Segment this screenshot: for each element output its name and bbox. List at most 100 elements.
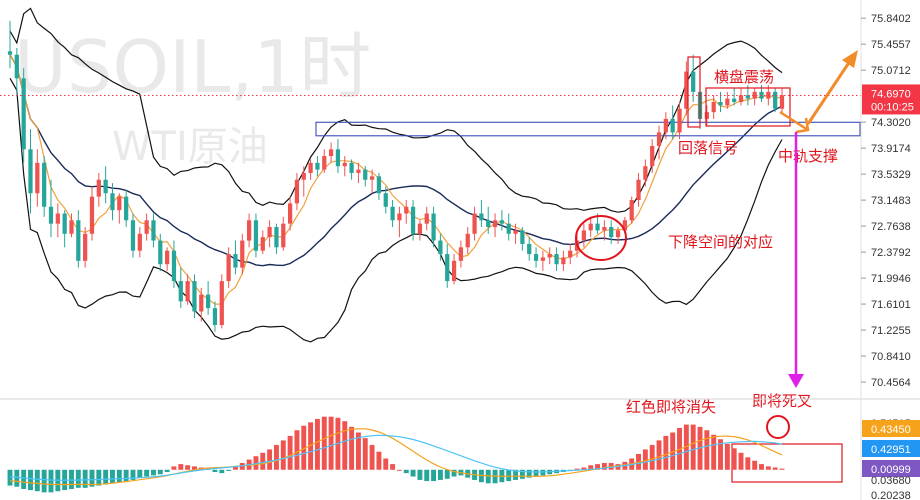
macd-bar [779,468,785,470]
candle-body [629,200,634,221]
consolidation-box [705,87,791,127]
candle [732,88,737,106]
macd-bar [526,469,532,478]
candle [691,54,696,102]
macd-bar [192,466,197,470]
candle [376,172,382,200]
candle-body [472,213,477,234]
candle-body [732,98,737,102]
macd-bar [437,469,443,480]
macd-bar [232,466,238,470]
macd-bar [403,469,409,474]
candle-body [342,162,347,167]
macd-bar [314,418,320,470]
candle [492,213,498,238]
candle [479,200,484,228]
candle [404,200,409,224]
candle [629,196,634,224]
candle [308,159,313,180]
candle [240,233,245,275]
candle-body [738,95,744,102]
candle [226,247,231,288]
macd-bar [130,469,136,480]
price-tick-label: 71.2255 [871,325,911,337]
candle-body [547,254,552,258]
candle [506,213,511,241]
candle [554,247,559,271]
candle-body [48,206,54,224]
candle-body [144,220,149,234]
candle [417,220,423,241]
candle-body [438,240,443,255]
candle-body [540,257,546,261]
candle [274,223,279,255]
candle-body [636,179,641,200]
candle-body [458,247,464,261]
macd-bar [267,449,273,470]
macd-bar [69,469,74,489]
candle [431,206,436,248]
macd-bar [273,444,279,470]
candle [773,88,778,113]
macd-bar [171,466,177,470]
candle [69,213,74,238]
candle [7,20,13,69]
macd-bar [103,469,109,485]
candle-body [28,149,33,194]
candle [499,210,505,231]
macd-bar [513,469,519,480]
macd-bar [772,467,778,470]
candle-body [656,132,662,146]
price-tick-label: 74.3020 [871,117,911,129]
candle [527,237,532,261]
macd-bar [595,464,600,470]
candle [144,213,149,241]
candle-body [335,149,341,167]
macd-bar [656,440,662,470]
price-tick-label: 70.4564 [871,377,911,389]
candle [650,139,655,173]
candle-body [465,233,470,248]
macd-tick-bottom: 0.20238 [871,490,911,500]
middle-band [9,54,783,267]
candle-body [117,196,122,211]
breakout-circle [575,215,627,261]
candle-body [178,281,183,302]
watermark-symbol: USOIL,1时 [14,25,371,109]
macd-bar [349,426,355,470]
candle [779,88,785,113]
candle-body [499,220,505,224]
candle-body [759,91,764,99]
macd-bar [116,469,122,483]
candle-body [110,193,115,211]
macd-bar [328,416,334,470]
candle [206,281,211,315]
candle [752,88,757,106]
candle-body [561,257,566,265]
macd-bar [219,469,225,474]
candle [246,213,252,248]
candle-body [506,223,511,234]
macd-bar [724,443,730,470]
candle [185,274,190,305]
candle-body [137,233,142,251]
candle-body [533,254,539,261]
macd-bar [144,469,150,477]
candle [137,227,142,258]
candle-body [417,223,423,234]
candle [178,267,183,309]
candle [602,220,607,241]
macd-bar [178,464,184,470]
candle [677,102,682,140]
macd-bar [718,439,723,470]
candle-body [568,250,573,258]
macd-bar [540,469,546,476]
macd-tick-mid: 0.03680 [871,475,911,487]
macd-bar [164,469,170,473]
candle [55,203,60,238]
macd-bar [704,430,710,470]
candle-body [328,149,334,157]
candle-body [35,162,40,194]
candle [14,47,19,96]
macd-bar [424,469,430,482]
